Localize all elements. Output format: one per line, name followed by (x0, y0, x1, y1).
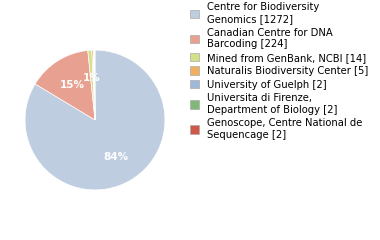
Text: 84%: 84% (103, 151, 128, 162)
Wedge shape (94, 50, 95, 120)
Wedge shape (35, 50, 95, 120)
Wedge shape (88, 50, 95, 120)
Text: 1%: 1% (83, 73, 101, 83)
Wedge shape (93, 50, 95, 120)
Text: 15%: 15% (60, 80, 85, 90)
Wedge shape (92, 50, 95, 120)
Wedge shape (25, 50, 165, 190)
Wedge shape (94, 50, 95, 120)
Legend: Centre for Biodiversity
Genomics [1272], Canadian Centre for DNA
Barcoding [224]: Centre for Biodiversity Genomics [1272],… (190, 2, 368, 140)
